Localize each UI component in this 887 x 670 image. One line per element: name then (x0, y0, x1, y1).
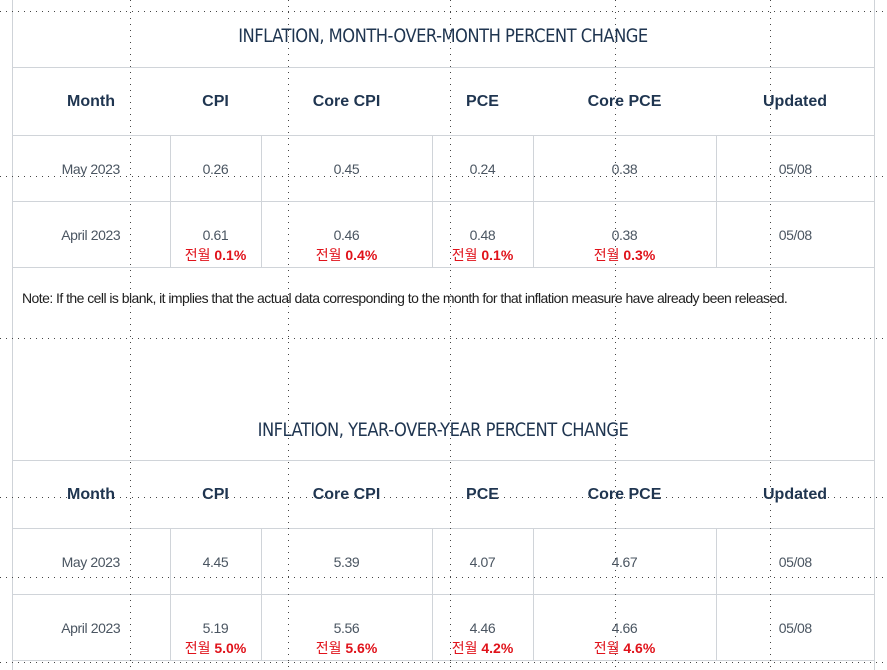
header-core-cpi: Core CPI (261, 460, 432, 529)
footnote: Note: If the cell is blank, it implies t… (22, 290, 788, 306)
cell-value: 0.48 (469, 226, 496, 243)
yoy-header-row: Month CPI Core CPI PCE Core PCE Updated (12, 460, 874, 529)
prev-annotation: 전월 5.6% (262, 638, 432, 658)
cell-cpi: 4.45 (169, 528, 261, 595)
cell-core-cpi: 0.46 전월 0.4% (260, 201, 432, 268)
prev-annotation: 전월 0.4% (262, 245, 432, 265)
header-updated: Updated (716, 460, 874, 529)
mom-title: INFLATION, MONTH-OVER-MONTH PERCENT CHAN… (238, 25, 648, 47)
cell-updated: 05/08 (715, 201, 874, 268)
cell-value: 5.56 (333, 619, 360, 636)
cell-value: 0.46 (333, 226, 360, 243)
cell-core-pce: 0.38 (532, 135, 716, 202)
prev-value: 0.4% (345, 247, 378, 263)
header-cpi: CPI (170, 460, 261, 529)
cell-core-cpi: 0.45 (260, 135, 432, 202)
cell-month: May 2023 (12, 135, 170, 202)
table-row: April 2023 0.61 전월 0.1% 0.46 전월 0.4% 0.4… (12, 201, 874, 268)
table-row: May 2023 0.26 0.45 0.24 0.38 05/08 (12, 135, 874, 202)
cell-value: 5.19 (202, 619, 229, 636)
header-core-cpi: Core CPI (261, 67, 432, 136)
header-pce: PCE (432, 67, 533, 136)
cell-value: 0.38 (611, 226, 638, 243)
cell-core-pce: 4.67 (532, 528, 716, 595)
guide-line (0, 662, 887, 663)
prev-annotation: 전월 4.2% (433, 638, 533, 658)
cell-cpi: 0.61 전월 0.1% (169, 201, 261, 268)
cell-updated: 05/08 (715, 528, 874, 595)
cell-core-cpi: 5.39 (260, 528, 432, 595)
header-month: Month (12, 460, 170, 529)
prev-prefix: 전월 (593, 640, 620, 656)
prev-prefix: 전월 (184, 247, 211, 263)
prev-prefix: 전월 (451, 247, 478, 263)
cell-pce: 0.24 (431, 135, 533, 202)
prev-annotation: 전월 5.0% (171, 638, 261, 658)
prev-value: 4.2% (481, 640, 514, 656)
cell-pce: 4.46 전월 4.2% (431, 594, 533, 661)
cell-core-pce: 0.38 전월 0.3% (532, 201, 716, 268)
cell-pce: 4.07 (431, 528, 533, 595)
table-row: April 2023 5.19 전월 5.0% 5.56 전월 5.6% 4.4… (12, 594, 874, 661)
header-core-pce: Core PCE (533, 67, 716, 136)
cell-value: 4.46 (469, 619, 496, 636)
table-row: May 2023 4.45 5.39 4.07 4.67 05/08 (12, 528, 874, 595)
prev-prefix: 전월 (184, 640, 211, 656)
prev-annotation: 전월 0.3% (534, 245, 716, 265)
prev-value: 0.1% (214, 247, 247, 263)
yoy-table: Month CPI Core CPI PCE Core PCE Updated … (12, 460, 874, 661)
prev-annotation: 전월 4.6% (534, 638, 716, 658)
mom-table: Month CPI Core CPI PCE Core PCE Updated … (12, 67, 874, 268)
prev-value: 5.0% (214, 640, 247, 656)
prev-value: 0.3% (623, 247, 656, 263)
header-updated: Updated (716, 67, 874, 136)
prev-value: 0.1% (481, 247, 514, 263)
cell-updated: 05/08 (715, 135, 874, 202)
cell-month: April 2023 (12, 201, 170, 268)
header-month: Month (12, 67, 170, 136)
frame-left-border (12, 0, 13, 670)
prev-prefix: 전월 (593, 247, 620, 263)
cell-month: April 2023 (12, 594, 170, 661)
prev-prefix: 전월 (315, 640, 342, 656)
header-pce: PCE (432, 460, 533, 529)
mom-header-row: Month CPI Core CPI PCE Core PCE Updated (12, 67, 874, 136)
header-core-pce: Core PCE (533, 460, 716, 529)
cell-value: 0.61 (202, 226, 229, 243)
cell-updated: 05/08 (715, 594, 874, 661)
cell-month: May 2023 (12, 528, 170, 595)
frame-right-border (874, 0, 875, 670)
cell-pce: 0.48 전월 0.1% (431, 201, 533, 268)
header-cpi: CPI (170, 67, 261, 136)
prev-prefix: 전월 (451, 640, 478, 656)
cell-core-cpi: 5.56 전월 5.6% (260, 594, 432, 661)
prev-annotation: 전월 0.1% (171, 245, 261, 265)
guide-line (0, 338, 887, 339)
prev-value: 4.6% (623, 640, 656, 656)
prev-value: 5.6% (345, 640, 378, 656)
cell-cpi: 5.19 전월 5.0% (169, 594, 261, 661)
cell-value: 4.66 (611, 619, 638, 636)
cell-core-pce: 4.66 전월 4.6% (532, 594, 716, 661)
yoy-title: INFLATION, YEAR-OVER-YEAR PERCENT CHANGE (257, 419, 629, 441)
prev-prefix: 전월 (315, 247, 342, 263)
cell-cpi: 0.26 (169, 135, 261, 202)
guide-line (0, 11, 887, 12)
prev-annotation: 전월 0.1% (433, 245, 533, 265)
